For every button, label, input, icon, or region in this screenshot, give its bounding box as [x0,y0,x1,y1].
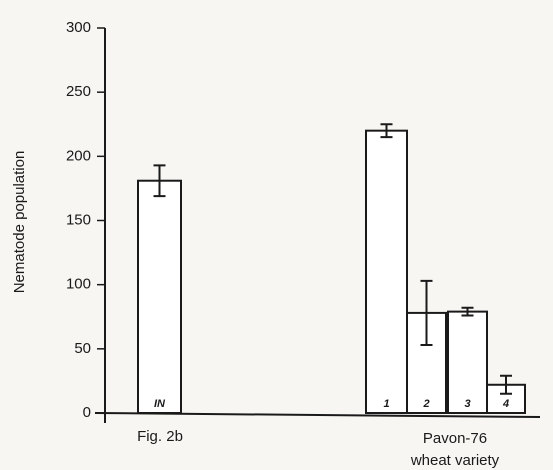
y-tick-label: 150 [66,211,91,228]
error-bar [380,123,393,139]
y-tick-label: 250 [66,83,91,100]
error-bar [461,306,474,317]
y-tick-label: 0 [83,404,91,421]
y-tick-label: 50 [74,340,91,357]
bar-label: 1 [383,398,389,410]
bar-label: 2 [422,398,429,410]
bar-label: IN [154,398,166,410]
y-tick-label: 200 [66,147,91,164]
group-label: Fig. 2b [137,428,183,445]
error-bar [500,374,512,395]
y-axis-label: Nematode population [11,151,28,294]
bar [137,179,182,414]
bar [365,129,408,415]
error-bar [420,279,433,346]
group-label: Pavon-76 [423,430,487,447]
error-bar [153,164,166,198]
y-tick-label: 300 [66,19,91,36]
bar-label: 4 [502,398,509,410]
bar-label: 3 [464,398,470,410]
y-tick-label: 100 [66,276,91,293]
group-label: wheat variety [410,452,500,469]
